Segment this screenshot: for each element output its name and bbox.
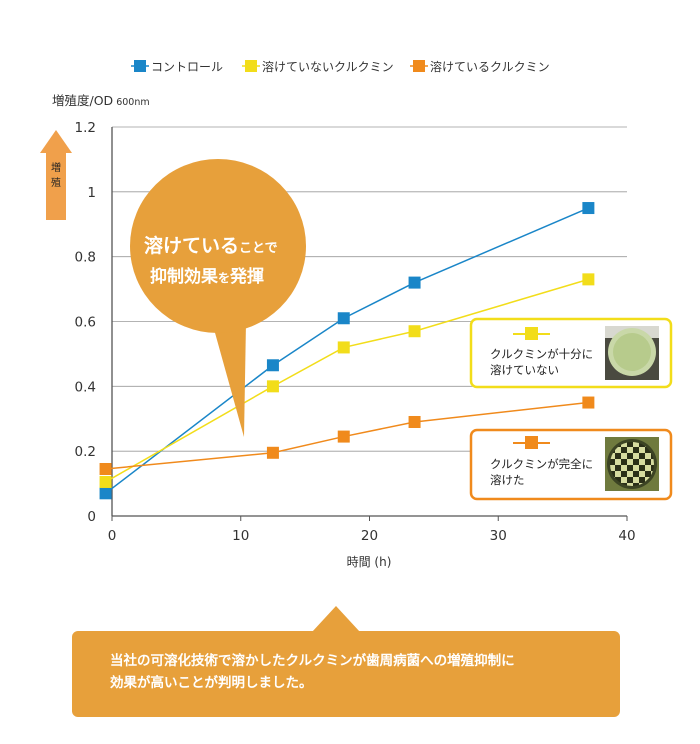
conclusion-line-1: 当社の可溶化技術で溶かしたクルクミンが歯周病菌への増殖抑制に bbox=[110, 653, 515, 669]
callout-body bbox=[130, 159, 306, 333]
data-point bbox=[337, 312, 350, 325]
data-point bbox=[337, 430, 350, 443]
callout-line-2: 抑制効果を発揮 bbox=[150, 266, 264, 287]
data-point bbox=[99, 462, 112, 475]
y-tick-label: 0.8 bbox=[75, 250, 96, 266]
data-point bbox=[408, 325, 421, 338]
y-tick-labels: 0 0.2 0.4 0.6 0.8 1 1.2 bbox=[75, 120, 96, 525]
callout-tail bbox=[212, 322, 246, 437]
series-layer bbox=[99, 202, 595, 500]
sample-label-line-1: クルクミンが十分に bbox=[490, 347, 593, 361]
growth-arrow-head bbox=[40, 130, 72, 153]
plain-plate-photo bbox=[605, 326, 659, 380]
legend: コントロール 溶けていないクルクミン 溶けているクルクミン bbox=[131, 59, 550, 74]
data-point bbox=[582, 202, 595, 215]
conclusion-line-2: 効果が高いことが判明しました。 bbox=[110, 675, 313, 691]
growth-arrow: 増 殖 bbox=[40, 130, 72, 220]
checkered-plate-photo bbox=[605, 437, 659, 491]
callout-line-1: 溶けていることで bbox=[144, 234, 278, 257]
growth-arrow-label-1: 増 bbox=[51, 161, 61, 174]
growth-arrow-shaft bbox=[46, 152, 66, 220]
x-tick-label: 40 bbox=[618, 528, 635, 544]
data-point bbox=[337, 341, 350, 354]
data-point bbox=[99, 487, 112, 500]
y-tick-label: 0.6 bbox=[75, 315, 96, 331]
data-point bbox=[582, 273, 595, 286]
sample-label-line-1: クルクミンが完全に bbox=[490, 457, 593, 471]
growth-arrow-label-2: 殖 bbox=[51, 176, 61, 189]
legend-label: 溶けていないクルクミン bbox=[262, 59, 394, 74]
y-tick-label: 0 bbox=[87, 509, 96, 525]
x-tick-label: 20 bbox=[361, 528, 378, 544]
data-point bbox=[99, 475, 112, 488]
callout-bubble: 溶けていることで 抑制効果を発揮 bbox=[130, 159, 306, 437]
data-point bbox=[266, 446, 279, 459]
legend-marker bbox=[413, 60, 425, 72]
x-tick-label: 30 bbox=[490, 528, 507, 544]
sample-label-line-2: 溶けた bbox=[490, 473, 525, 487]
data-point bbox=[266, 359, 279, 372]
x-tick-label: 0 bbox=[108, 528, 117, 544]
data-point bbox=[408, 415, 421, 428]
growth-chart: コントロール 溶けていないクルクミン 溶けているクルクミン 増殖度/OD 600nm … bbox=[40, 59, 673, 569]
data-point bbox=[582, 396, 595, 409]
sample-marker-square bbox=[525, 436, 538, 449]
sample-label-line-2: 溶けていない bbox=[490, 363, 559, 377]
legend-label: 溶けているクルクミン bbox=[430, 59, 550, 74]
sample-box-undissolved: クルクミンが十分に 溶けていない bbox=[469, 317, 673, 389]
series-2 bbox=[99, 273, 595, 488]
y-tick-label: 1 bbox=[87, 185, 96, 201]
series-1 bbox=[99, 202, 595, 500]
series-3 bbox=[99, 396, 595, 475]
y-tick-label: 0.2 bbox=[75, 444, 96, 460]
legend-marker bbox=[245, 60, 257, 72]
x-axis-title: 時間 (h) bbox=[347, 555, 392, 569]
x-tick-labels: 0 10 20 30 40 bbox=[108, 528, 636, 544]
data-point bbox=[266, 380, 279, 393]
sample-box-dissolved: クルクミンが完全に 溶けた bbox=[469, 428, 673, 501]
conclusion-pointer bbox=[312, 606, 360, 632]
y-tick-label: 1.2 bbox=[75, 120, 96, 136]
sample-marker-square bbox=[525, 327, 538, 340]
legend-label: コントロール bbox=[151, 60, 223, 74]
x-tick-label: 10 bbox=[232, 528, 249, 544]
y-axis-title: 増殖度/OD 600nm bbox=[52, 93, 150, 108]
y-tick-label: 0.4 bbox=[75, 379, 96, 395]
data-point bbox=[408, 276, 421, 289]
legend-marker bbox=[134, 60, 146, 72]
conclusion-banner: 当社の可溶化技術で溶かしたクルクミンが歯周病菌への増殖抑制に 効果が高いことが判… bbox=[72, 631, 620, 717]
